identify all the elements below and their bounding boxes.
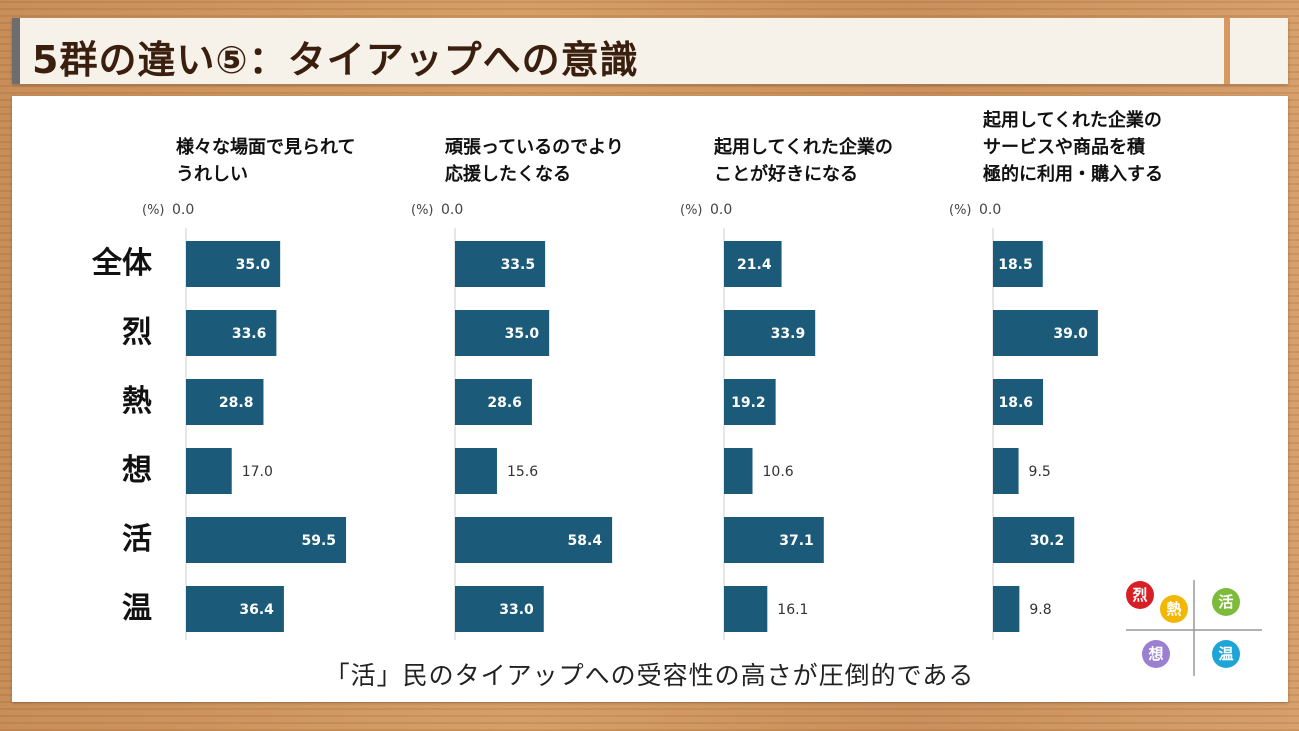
- bar-value-label: 33.0: [499, 602, 534, 618]
- bar-value-label: 33.9: [771, 326, 806, 342]
- footer-caption: 「活」民のタイアップへの受容性の高さが圧倒的である: [324, 661, 975, 690]
- unit-label: (%): [411, 203, 434, 218]
- legend-sou: 想: [1142, 640, 1170, 668]
- facet-title: 起用してくれた企業の ことが好きになる: [714, 137, 893, 185]
- bar-value-label: 18.5: [998, 257, 1033, 273]
- title-separator: [1224, 18, 1230, 84]
- bar-value-label: 16.1: [777, 602, 808, 618]
- bar: [186, 241, 281, 287]
- bar: [993, 310, 1098, 356]
- unit-label: (%): [142, 203, 165, 218]
- bar: [186, 310, 277, 356]
- bar-value-label: 58.4: [568, 533, 603, 549]
- facet-title: 頑張っているのでより 応援したくなる: [445, 137, 624, 185]
- bar: [993, 241, 1043, 287]
- bar-value-label: 33.5: [501, 257, 536, 273]
- row-label: 烈: [122, 315, 152, 350]
- bar: [993, 379, 1044, 425]
- bar-value-label: 37.1: [779, 533, 814, 549]
- facet-title: 様々な場面で見られて うれしい: [176, 137, 356, 185]
- bar: [455, 379, 532, 425]
- bar-value-label: 9.5: [1029, 464, 1051, 480]
- axis-zero-tick: 0.0: [172, 202, 195, 218]
- bar: [993, 517, 1075, 563]
- group-legend: 烈 熱 活 想 温: [1120, 578, 1270, 678]
- row-label: 全体: [92, 246, 152, 281]
- bar: [455, 241, 546, 287]
- row-label: 活: [122, 522, 152, 557]
- bar-value-label: 35.0: [505, 326, 540, 342]
- bar-value-label: 21.4: [737, 257, 772, 273]
- bar-value-label: 17.0: [242, 464, 273, 480]
- page-title: 5群の違い⑤：タイアップへの意識: [32, 38, 639, 82]
- bar: [455, 517, 613, 563]
- bar-value-label: 36.4: [239, 602, 274, 618]
- bar: [186, 586, 284, 632]
- bar: [724, 517, 824, 563]
- bar-value-label: 19.2: [731, 395, 766, 411]
- bar-value-label: 59.5: [302, 533, 337, 549]
- row-label: 熱: [122, 384, 152, 419]
- bar-value-label: 28.6: [487, 395, 522, 411]
- row-label: 想: [122, 453, 152, 488]
- bar: [724, 448, 753, 494]
- bar-value-label: 30.2: [1030, 533, 1065, 549]
- bar: [455, 586, 544, 632]
- axis-zero-tick: 0.0: [979, 202, 1002, 218]
- bar: [455, 310, 550, 356]
- bar: [724, 586, 768, 632]
- axis-zero-tick: 0.0: [441, 202, 464, 218]
- bar-value-label: 33.6: [232, 326, 267, 342]
- bar: [186, 379, 264, 425]
- bar-value-label: 15.6: [507, 464, 538, 480]
- bar-value-label: 10.6: [763, 464, 794, 480]
- bar: [993, 448, 1019, 494]
- bar-value-label: 9.8: [1029, 602, 1051, 618]
- legend-retsu: 烈: [1126, 581, 1154, 609]
- facet-title: 起用してくれた企業の サービスや商品を積 極的に利用・購入する: [983, 110, 1163, 185]
- bar-value-label: 35.0: [236, 257, 271, 273]
- axis-zero-tick: 0.0: [710, 202, 733, 218]
- bar-value-label: 18.6: [998, 395, 1033, 411]
- bar: [724, 379, 776, 425]
- legend-on: 温: [1212, 640, 1240, 668]
- legend-cross: [1126, 580, 1262, 676]
- bar-value-label: 28.8: [219, 395, 254, 411]
- bar-value-label: 39.0: [1053, 326, 1088, 342]
- title-bar: [12, 18, 1288, 84]
- bar: [993, 586, 1020, 632]
- unit-label: (%): [680, 203, 703, 218]
- bar: [724, 310, 816, 356]
- legend-netsu: 熱: [1160, 595, 1188, 623]
- row-label: 温: [122, 591, 152, 626]
- bar: [455, 448, 497, 494]
- bar: [724, 241, 782, 287]
- bar: [186, 517, 347, 563]
- unit-label: (%): [949, 203, 972, 218]
- legend-katsu: 活: [1212, 588, 1240, 616]
- title-accent: [12, 18, 20, 84]
- bar: [186, 448, 232, 494]
